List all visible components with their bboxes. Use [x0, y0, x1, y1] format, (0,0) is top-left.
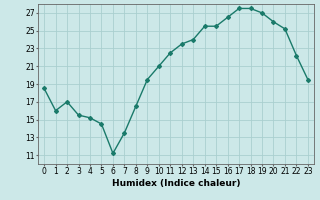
X-axis label: Humidex (Indice chaleur): Humidex (Indice chaleur)	[112, 179, 240, 188]
